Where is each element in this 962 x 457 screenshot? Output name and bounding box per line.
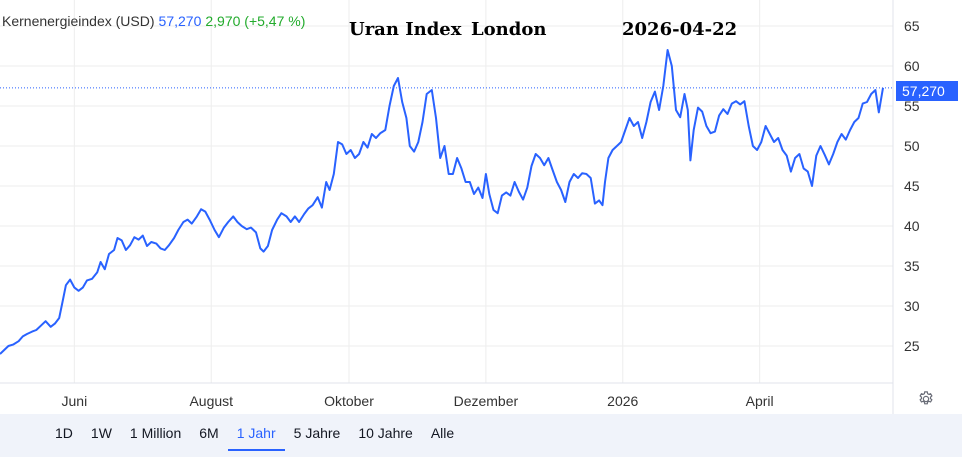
x-tick-label: August [189,393,233,409]
range-button-5-jahre[interactable]: 5 Jahre [293,425,341,441]
y-tick-label: 50 [904,138,920,154]
x-tick-label: April [746,393,774,409]
range-button-1-million[interactable]: 1 Million [129,425,182,441]
x-tick-label: Juni [62,393,88,409]
y-tick-label: 30 [904,298,920,314]
range-button-10-jahre[interactable]: 10 Jahre [358,425,413,441]
range-button-1d[interactable]: 1D [55,425,73,441]
overlay-location: London [471,19,547,40]
legend-change: 2,970 (+5,47 %) [205,13,306,29]
x-tick-label: 2026 [607,393,638,409]
y-tick-label: 65 [904,18,920,34]
last-price-tag: 57,270 [896,81,958,101]
y-tick-label: 55 [904,98,920,114]
legend-symbol-name: Kernenergieindex (USD) [2,13,155,29]
y-tick-label: 25 [904,338,920,354]
range-button-1w[interactable]: 1W [90,425,112,441]
series-line-group [0,49,893,355]
x-tick-label: Oktober [324,393,374,409]
y-tick-label: 40 [904,218,920,234]
chart-grid [0,0,894,414]
range-button-alle[interactable]: Alle [430,425,455,441]
y-tick-label: 60 [904,58,920,74]
time-range-bar: 1D 1W 1 Million 6M 1 Jahr 5 Jahre 10 Jah… [0,414,962,457]
price-chart[interactable]: 25 30 35 40 45 50 55 60 65 Juni August Oktober Deze… [0,0,962,414]
overlay-index-title: Uran Index [349,19,462,40]
range-button-6m[interactable]: 6M [199,425,219,441]
x-axis: Juni August Oktober Dezember 2026 April [62,393,774,409]
range-button-1-jahr[interactable]: 1 Jahr [227,414,285,457]
settings-button[interactable] [917,390,935,408]
overlay-date: 2026-04-22 [622,19,738,40]
y-axis: 25 30 35 40 45 50 55 60 65 [904,18,920,354]
gear-icon [919,391,933,405]
x-tick-label: Dezember [454,393,519,409]
y-tick-label: 35 [904,258,920,274]
legend-price: 57,270 [158,13,202,29]
series-line [0,49,884,355]
chart-legend: Kernenergieindex (USD) 57,270 2,970 (+5,47… [2,13,305,29]
y-tick-label: 45 [904,178,920,194]
time-range-list: 1D 1W 1 Million 6M 1 Jahr 5 Jahre 10 Jah… [46,414,463,457]
